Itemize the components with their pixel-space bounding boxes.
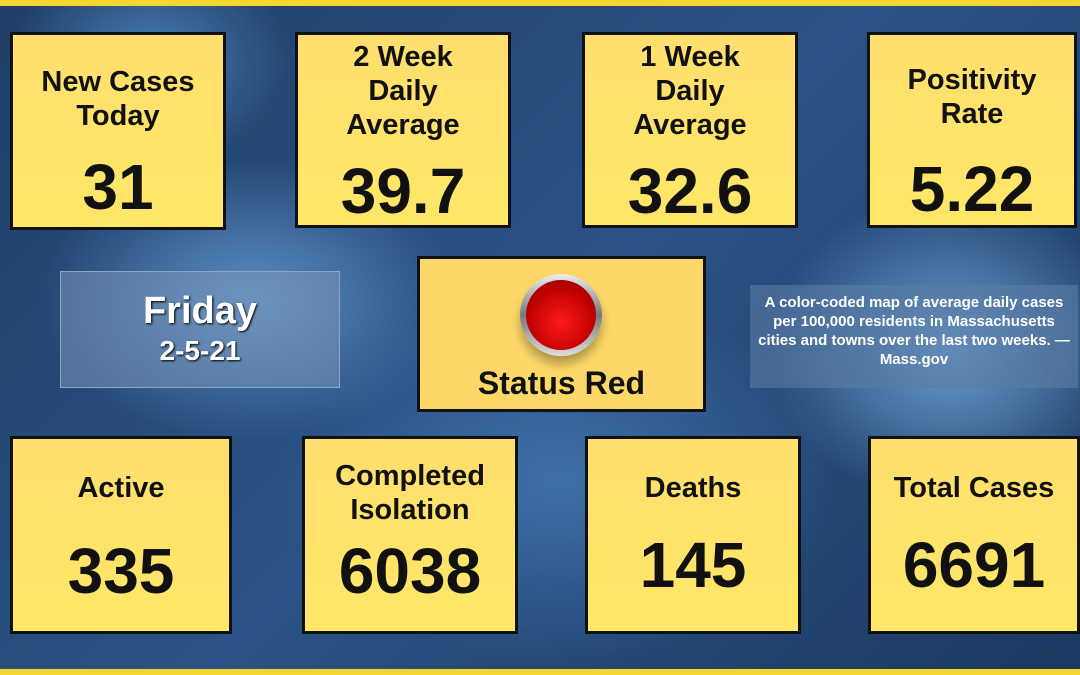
stat-label: Total Cases [893,472,1055,504]
stat-value: 32.6 [627,155,753,227]
top-strip [0,0,1080,6]
stat-card-completed-isolation: Completed Isolation 6038 [302,436,518,634]
stat-label: 1 Week Daily Average [633,41,747,141]
stat-card-total-cases: Total Cases 6691 [868,436,1080,634]
stat-value: 5.22 [909,153,1035,225]
stat-label: Active [77,472,165,504]
stat-label: Completed Isolation [335,460,485,526]
stat-value: 145 [639,529,747,601]
report-date: 2-5-21 [159,335,241,366]
stat-value: 6038 [338,535,482,607]
status-card: Status Red [417,256,706,412]
day-of-week: Friday [142,290,258,332]
stat-card-2-week-average: 2 Week Daily Average 39.7 [295,32,511,228]
date-panel: Friday 2-5-21 [60,271,340,388]
stat-value: 335 [67,535,175,607]
stat-value: 31 [82,151,154,223]
stat-card-positivity-rate: Positivity Rate 5.22 [867,32,1077,228]
stat-label: 2 Week Daily Average [346,41,460,141]
stat-card-1-week-average: 1 Week Daily Average 32.6 [582,32,798,228]
stat-card-active: Active 335 [10,436,232,634]
stat-label: New Cases Today [41,66,195,132]
red-status-light-icon [520,274,602,356]
stat-label: Deaths [644,472,742,504]
bottom-strip [0,669,1080,675]
stat-label: Positivity Rate [907,64,1037,130]
stat-card-deaths: Deaths 145 [585,436,801,634]
status-label: Status Red [477,365,646,401]
stat-card-new-cases: New Cases Today 31 [10,32,226,230]
stat-value: 6691 [902,529,1046,601]
stat-value: 39.7 [340,155,466,227]
map-caption: A color-coded map of average daily cases… [750,285,1078,388]
